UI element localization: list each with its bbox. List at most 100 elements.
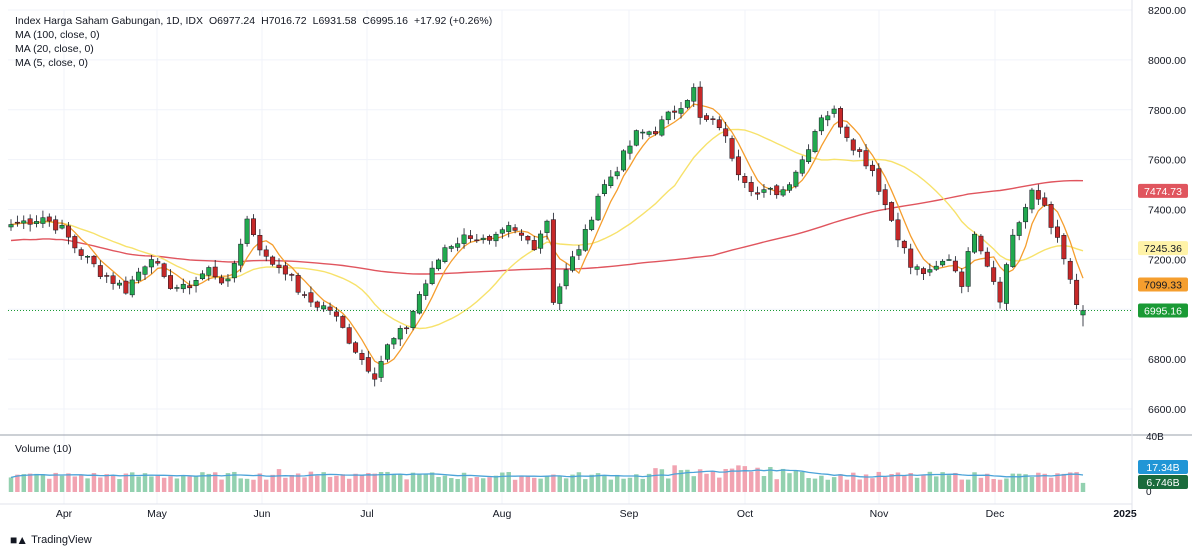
volume-label: 17.34B [1146, 462, 1179, 474]
volume-bar [672, 465, 677, 492]
candle [812, 131, 818, 152]
volume-bar [876, 471, 882, 492]
ma100-line [10, 179, 1084, 275]
volume-bar [315, 475, 320, 492]
volume-bar [780, 468, 786, 492]
volume-bar [359, 475, 365, 492]
volume-bar [346, 478, 352, 492]
tradingview-branding[interactable]: ■▲ TradingView [10, 533, 92, 547]
volume-bar [589, 474, 594, 492]
candle [321, 305, 327, 310]
volume-bar [819, 475, 824, 492]
candle [487, 236, 493, 241]
volume-bar [404, 479, 409, 492]
volume-bar [934, 476, 939, 492]
candle [550, 219, 556, 303]
ma100-legend[interactable]: MA (100, close, 0) [15, 29, 100, 41]
candle [978, 235, 984, 252]
candle [889, 202, 895, 221]
candle [346, 327, 352, 344]
candle [544, 220, 550, 233]
volume-bar [1048, 477, 1054, 492]
candle [327, 306, 333, 311]
candle [1048, 204, 1054, 228]
candle [174, 287, 180, 289]
x-axis-tick-label: Oct [737, 508, 753, 520]
candle [748, 182, 754, 192]
candle [735, 156, 741, 176]
candle [984, 251, 990, 267]
candle [633, 130, 639, 146]
volume-bar [429, 472, 435, 492]
candle [257, 235, 263, 251]
candle [672, 110, 678, 113]
volume-bar [787, 473, 792, 492]
volume-bar [155, 474, 160, 492]
candle [704, 115, 710, 120]
volume-bar [117, 479, 122, 492]
candle [1061, 235, 1067, 260]
volume-bar [570, 474, 575, 492]
volume-bar [774, 479, 779, 492]
candle [601, 184, 607, 195]
volume-axis-tick-label: 0 [1146, 487, 1152, 498]
candle [206, 267, 212, 276]
volume-bar [793, 470, 799, 492]
volume-label-box [1138, 460, 1188, 474]
x-axis-tick-label: Dec [986, 508, 1005, 520]
volume-label: 6.746B [1146, 477, 1179, 489]
candle [946, 259, 952, 261]
candle [78, 249, 84, 256]
volume-bar [21, 474, 26, 492]
volume-axis-tick-label: 40B [1146, 432, 1164, 443]
volume-bar [1010, 473, 1016, 492]
candle [1054, 226, 1060, 238]
candle [455, 243, 461, 248]
volume-bar [914, 477, 920, 492]
candle [1003, 264, 1009, 304]
volume-bar [340, 474, 346, 492]
volume-bar [532, 477, 537, 492]
candle [920, 268, 926, 274]
ma20-legend[interactable]: MA (20, close, 0) [15, 43, 94, 55]
candle [250, 218, 256, 235]
volume-bar [583, 479, 588, 492]
volume-bar [85, 478, 90, 492]
volume-bar [136, 476, 141, 492]
candle [697, 86, 703, 118]
volume-bar [576, 472, 582, 492]
candle [97, 265, 103, 277]
candle [927, 269, 933, 273]
candle [512, 227, 518, 231]
volume-bar [1055, 473, 1060, 492]
volume-bar [851, 472, 856, 492]
candle [901, 240, 907, 249]
candle [65, 225, 71, 238]
candle [818, 117, 824, 132]
ma5-legend[interactable]: MA (5, close, 0) [15, 57, 88, 69]
volume-bar [748, 471, 754, 492]
candle [1067, 260, 1073, 280]
candle [716, 119, 722, 129]
volume-bar [321, 472, 326, 492]
volume-legend[interactable]: Volume (10) [15, 443, 72, 455]
volume-bar [621, 478, 626, 492]
volume-bar [723, 468, 728, 492]
candle [180, 283, 186, 290]
candle [1010, 234, 1016, 267]
volume-bar [889, 474, 894, 492]
volume-bar [372, 473, 377, 492]
volume-bar [480, 478, 486, 492]
candle [608, 176, 614, 187]
candle [991, 267, 997, 282]
volume-bar [34, 473, 39, 492]
y-axis-tick-label: 7800.00 [1148, 105, 1186, 117]
candle [480, 237, 486, 241]
candle [869, 164, 875, 171]
volume-bar [200, 472, 205, 492]
volume-bar [602, 474, 607, 492]
volume-bar [857, 479, 862, 492]
volume-bar [391, 474, 397, 492]
candle [908, 248, 914, 268]
